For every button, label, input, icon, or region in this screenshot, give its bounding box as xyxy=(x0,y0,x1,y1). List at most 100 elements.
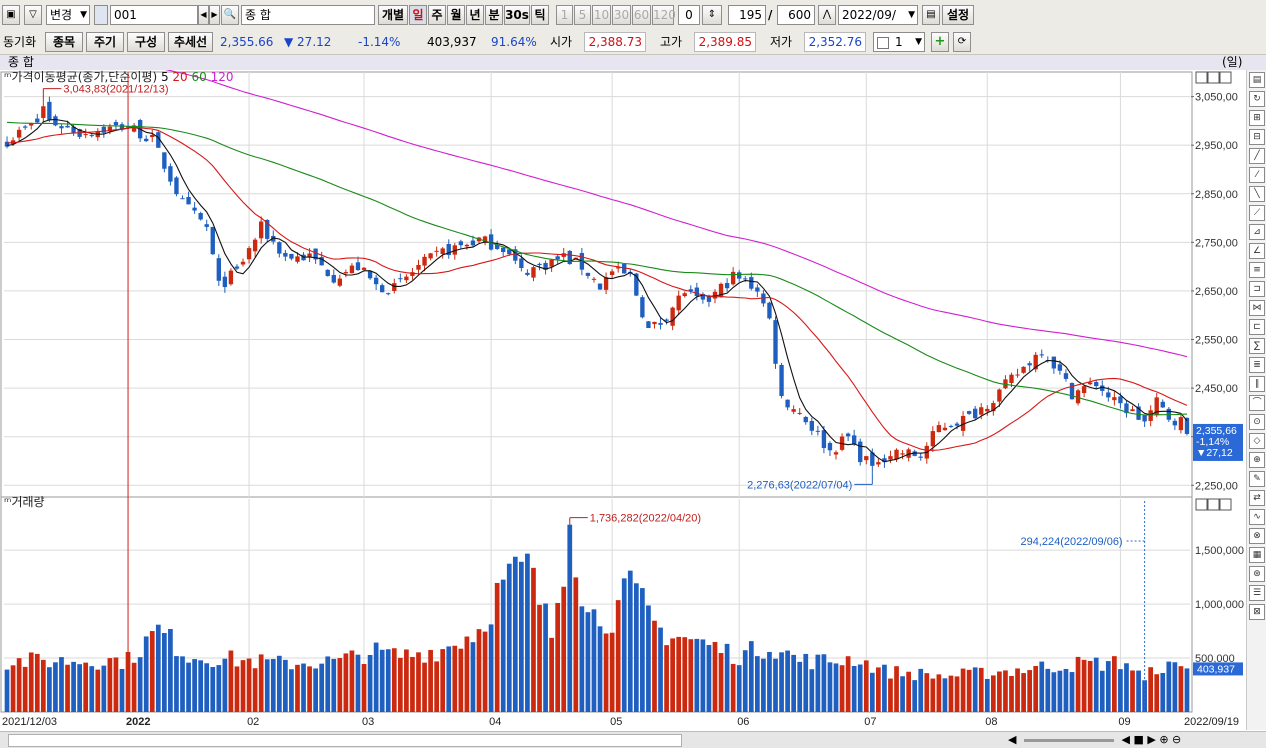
draw-tool-9-icon[interactable]: ∠ xyxy=(1249,243,1265,259)
horizontal-scrollbar[interactable]: ◀ ◀ ■ ▶ ⊕ ⊖ xyxy=(0,731,1266,748)
save-icon[interactable]: ▽ xyxy=(24,5,42,25)
period-button-1[interactable]: 일 xyxy=(409,5,427,25)
scroll-left-icon[interactable]: ◀ xyxy=(1008,733,1017,746)
chart-type-icon[interactable]: ⋀ xyxy=(818,5,836,25)
draw-tool-10-icon[interactable]: ≡ xyxy=(1249,262,1265,278)
draw-tool-2-icon[interactable]: ⊞ xyxy=(1249,110,1265,126)
draw-tool-4-icon[interactable]: ╱ xyxy=(1249,148,1265,164)
candle-body xyxy=(367,271,373,279)
period-button-4[interactable]: 년 xyxy=(466,5,484,25)
draw-tool-28-icon[interactable]: ⊠ xyxy=(1249,604,1265,620)
vol-max-annotation-label: 1,736,282(2022/04/20) xyxy=(590,513,701,525)
window-menu-icon[interactable]: ▣ xyxy=(2,5,20,25)
compose-button[interactable]: 구성 xyxy=(127,32,165,52)
interval-button-60[interactable]: 60 xyxy=(632,5,651,25)
settings-button[interactable]: 설정 xyxy=(942,5,974,25)
draw-tool-6-icon[interactable]: ╲ xyxy=(1249,186,1265,202)
draw-tool-18-icon[interactable]: ⊙ xyxy=(1249,414,1265,430)
draw-tool-14-icon[interactable]: ∑ xyxy=(1249,338,1265,354)
draw-tool-13-icon[interactable]: ⊏ xyxy=(1249,319,1265,335)
search-icon[interactable]: 🔍 xyxy=(221,5,239,25)
draw-tool-5-icon[interactable]: ⁄ xyxy=(1249,167,1265,183)
x-tick-label: 2021/12/03 xyxy=(2,716,57,728)
period-button-0[interactable]: 개별 xyxy=(378,5,408,25)
draw-tool-17-icon[interactable]: ⌒ xyxy=(1249,395,1265,411)
price-volume-chart[interactable]: 2,250,00 2,450,00 2,550,00 2,650,00 2,750,00… xyxy=(0,70,1246,731)
calendar-icon[interactable]: ▤ xyxy=(922,5,940,25)
draw-tool-16-icon[interactable]: ∥ xyxy=(1249,376,1265,392)
scrollbar-thumb[interactable] xyxy=(8,734,682,747)
draw-tool-27-icon[interactable]: ☰ xyxy=(1249,585,1265,601)
draw-tool-23-icon[interactable]: ∿ xyxy=(1249,509,1265,525)
zoom-out-icon[interactable]: ⊖ xyxy=(1172,733,1182,746)
period-button-7[interactable]: 틱 xyxy=(531,5,549,25)
volume-bar xyxy=(16,658,22,712)
add-icon[interactable]: + xyxy=(931,32,949,52)
draw-tool-11-icon[interactable]: ⊐ xyxy=(1249,281,1265,297)
interval-button-120[interactable]: 120 xyxy=(652,5,676,25)
next-arrow-icon[interactable]: ▶ xyxy=(209,5,220,25)
draw-tool-20-icon[interactable]: ⊕ xyxy=(1249,452,1265,468)
high-label: 고가 xyxy=(660,35,683,49)
tick-field[interactable]: 0 xyxy=(678,5,700,25)
x-tick-label: 07 xyxy=(864,716,876,728)
candle-body xyxy=(973,408,978,419)
refresh-icon[interactable]: ⟳ xyxy=(953,32,971,52)
volume-bar xyxy=(821,654,827,712)
play-icon[interactable]: ▶ xyxy=(1147,733,1156,746)
item-button[interactable]: 종목 xyxy=(45,32,83,52)
date-select[interactable]: 2022/09/ ▼ xyxy=(838,5,918,25)
interval-button-5[interactable]: 5 xyxy=(574,5,591,25)
interval-button-1[interactable]: 1 xyxy=(556,5,573,25)
spin-icon[interactable]: ⇕ xyxy=(702,5,722,25)
draw-tool-1-icon[interactable]: ↻ xyxy=(1249,91,1265,107)
scroll-right-icon[interactable]: ◀ xyxy=(1121,733,1130,746)
draw-tool-8-icon[interactable]: ⊿ xyxy=(1249,224,1265,240)
draw-tool-25-icon[interactable]: ▦ xyxy=(1249,547,1265,563)
interval-button-10[interactable]: 10 xyxy=(592,5,611,25)
interval-button-30[interactable]: 30 xyxy=(612,5,631,25)
page-select[interactable]: 1 ▼ xyxy=(873,32,925,52)
draw-tool-24-icon[interactable]: ⊗ xyxy=(1249,528,1265,544)
draw-tool-7-icon[interactable]: ⟋ xyxy=(1249,205,1265,221)
price-tick-label: 3,050,00 xyxy=(1195,92,1238,104)
period-button-3[interactable]: 월 xyxy=(447,5,465,25)
checkbox[interactable] xyxy=(877,36,889,49)
code-input[interactable]: 001 xyxy=(110,5,198,25)
period-button-5[interactable]: 분 xyxy=(485,5,503,25)
draw-tool-19-icon[interactable]: ◇ xyxy=(1249,433,1265,449)
period-button-2[interactable]: 주 xyxy=(428,5,446,25)
total-field[interactable]: 600 xyxy=(777,5,815,25)
draw-tool-26-icon[interactable]: ⊛ xyxy=(1249,566,1265,582)
volume-bar xyxy=(797,661,803,712)
volume-bar xyxy=(289,669,294,712)
volume-bar xyxy=(851,665,857,712)
period-button[interactable]: 주기 xyxy=(86,32,124,52)
draw-tool-21-icon[interactable]: ✎ xyxy=(1249,471,1265,487)
zoom-controls[interactable]: ◀ ◀ ■ ▶ ⊕ ⊖ xyxy=(1008,732,1263,747)
draw-tool-3-icon[interactable]: ⊟ xyxy=(1249,129,1265,145)
volume-bar xyxy=(930,678,936,712)
draw-tool-22-icon[interactable]: ⇄ xyxy=(1249,490,1265,506)
code-search-icon[interactable] xyxy=(94,5,108,25)
sync-label[interactable]: 동기화 xyxy=(3,35,37,49)
draw-tool-12-icon[interactable]: ⋈ xyxy=(1249,300,1265,316)
last-price-badge-line: 2,355,66 xyxy=(1196,425,1237,437)
stop-icon[interactable]: ■ xyxy=(1133,733,1144,746)
candle-body xyxy=(966,411,972,414)
candle-body xyxy=(634,273,639,296)
volume-bar xyxy=(1069,672,1075,712)
period-button-6[interactable]: 30s xyxy=(504,5,530,25)
volume-bar xyxy=(845,656,851,712)
count-field[interactable]: 195 xyxy=(728,5,766,25)
mode-select[interactable]: 변경 ▼ xyxy=(46,5,90,25)
zoom-in-icon[interactable]: ⊕ xyxy=(1159,733,1169,746)
trendline-button[interactable]: 추세선 xyxy=(168,32,213,52)
draw-tool-15-icon[interactable]: ≣ xyxy=(1249,357,1265,373)
candle-body xyxy=(658,322,663,325)
zoom-slider[interactable] xyxy=(1023,738,1114,742)
prev-arrow-icon[interactable]: ◀ xyxy=(198,5,209,25)
candle-body xyxy=(1100,385,1105,391)
draw-tool-0-icon[interactable]: ▤ xyxy=(1249,72,1265,88)
candle-body xyxy=(936,425,942,433)
